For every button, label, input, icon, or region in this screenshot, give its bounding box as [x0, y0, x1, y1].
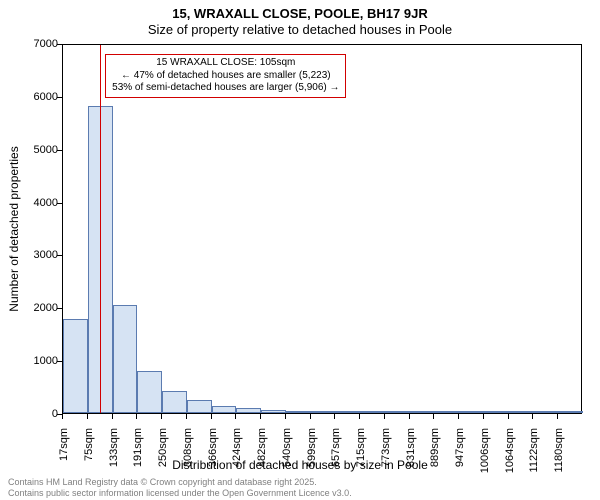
y-tick-mark	[57, 44, 62, 45]
histogram-bar	[558, 411, 583, 413]
x-tick-mark	[235, 414, 236, 419]
annotation-line: 15 WRAXALL CLOSE: 105sqm	[112, 57, 339, 70]
histogram-bar	[63, 319, 88, 413]
y-tick-label: 5000	[8, 144, 58, 156]
annotation-box: 15 WRAXALL CLOSE: 105sqm← 47% of detache…	[105, 54, 346, 98]
histogram-bar	[484, 411, 509, 413]
x-tick-mark	[260, 414, 261, 419]
histogram-bar	[187, 400, 212, 413]
x-tick-mark	[359, 414, 360, 419]
x-tick-mark	[557, 414, 558, 419]
x-tick-mark	[112, 414, 113, 419]
chart-container: 15, WRAXALL CLOSE, POOLE, BH17 9JR Size …	[0, 0, 600, 500]
x-tick-mark	[433, 414, 434, 419]
histogram-bar	[385, 411, 410, 413]
x-tick-mark	[161, 414, 162, 419]
histogram-bar	[335, 411, 360, 413]
histogram-bar	[261, 410, 286, 413]
histogram-bar	[113, 305, 138, 413]
y-tick-mark	[57, 308, 62, 309]
histogram-bar	[434, 411, 459, 413]
histogram-bar	[459, 411, 484, 413]
x-tick-mark	[87, 414, 88, 419]
x-axis-label: Distribution of detached houses by size …	[0, 458, 600, 472]
x-tick-mark	[532, 414, 533, 419]
x-tick-mark	[384, 414, 385, 419]
x-tick-mark	[458, 414, 459, 419]
y-tick-mark	[57, 361, 62, 362]
x-tick-mark	[211, 414, 212, 419]
x-tick-mark	[310, 414, 311, 419]
chart-title-line1: 15, WRAXALL CLOSE, POOLE, BH17 9JR	[0, 6, 600, 21]
histogram-bar	[162, 391, 187, 413]
histogram-bar	[509, 411, 534, 413]
y-tick-mark	[57, 150, 62, 151]
x-tick-mark	[334, 414, 335, 419]
histogram-bar	[286, 411, 311, 413]
chart-title-line2: Size of property relative to detached ho…	[0, 22, 600, 37]
y-tick-label: 6000	[8, 91, 58, 103]
y-tick-label: 4000	[8, 197, 58, 209]
histogram-bar	[236, 408, 261, 413]
x-tick-mark	[186, 414, 187, 419]
histogram-bar	[533, 411, 558, 413]
y-tick-label: 2000	[8, 302, 58, 314]
plot-area	[62, 44, 582, 414]
y-axis-label: Number of detached properties	[7, 146, 21, 311]
annotation-line: 53% of semi-detached houses are larger (…	[112, 82, 339, 95]
reference-marker-line	[100, 45, 101, 413]
x-tick-mark	[62, 414, 63, 419]
footer-attribution: Contains HM Land Registry data © Crown c…	[8, 477, 352, 498]
histogram-bar	[137, 371, 162, 413]
y-tick-label: 7000	[8, 38, 58, 50]
histogram-bar	[311, 411, 336, 413]
x-tick-mark	[409, 414, 410, 419]
histogram-bar	[410, 411, 435, 413]
y-tick-mark	[57, 203, 62, 204]
y-tick-label: 1000	[8, 355, 58, 367]
annotation-line: ← 47% of detached houses are smaller (5,…	[112, 70, 339, 83]
x-tick-mark	[508, 414, 509, 419]
y-tick-label: 0	[8, 408, 58, 420]
y-tick-label: 3000	[8, 249, 58, 261]
x-tick-mark	[483, 414, 484, 419]
y-tick-mark	[57, 97, 62, 98]
histogram-bar	[212, 406, 237, 413]
y-tick-mark	[57, 255, 62, 256]
histogram-bar	[360, 411, 385, 413]
footer-line-2: Contains public sector information licen…	[8, 488, 352, 498]
x-tick-mark	[285, 414, 286, 419]
x-tick-mark	[136, 414, 137, 419]
footer-line-1: Contains HM Land Registry data © Crown c…	[8, 477, 352, 487]
